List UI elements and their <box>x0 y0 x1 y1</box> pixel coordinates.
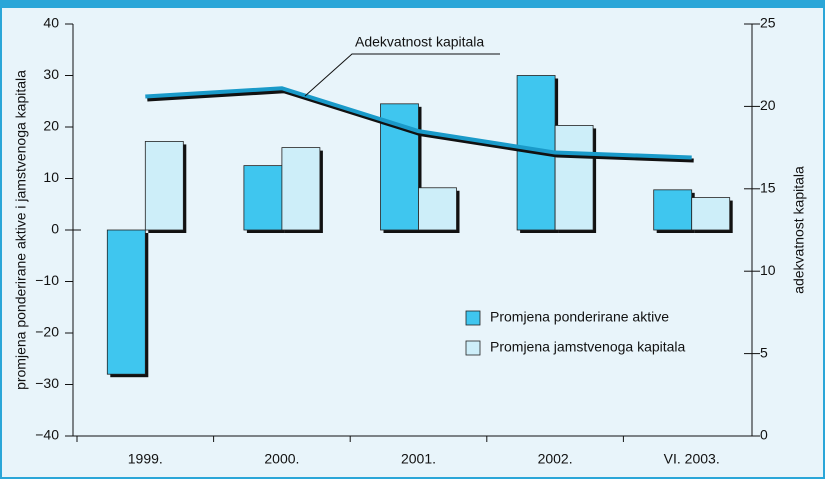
y2-tick-label: 20 <box>760 97 776 113</box>
y2-tick-label: 25 <box>760 15 776 31</box>
y-tick-label: 20 <box>43 118 59 134</box>
y-tick-label: 30 <box>43 66 59 82</box>
y2-tick-label: 15 <box>760 180 776 196</box>
legend-swatch <box>465 310 481 326</box>
y-tick-label: −30 <box>35 375 59 391</box>
bar <box>418 187 457 231</box>
bar <box>243 165 283 231</box>
y-tick-label: −40 <box>35 427 59 443</box>
y-tick-label: 0 <box>51 221 59 237</box>
y2-tick-label: 5 <box>760 344 768 360</box>
y-axis-label: promjena ponderirane aktive i jamstvenog… <box>13 70 29 390</box>
legend-swatch <box>465 340 481 356</box>
y2-axis-label: adekvatnost kapitala <box>791 166 807 294</box>
annotation-leader <box>304 53 500 97</box>
bar <box>691 197 731 231</box>
y-tick-label: 10 <box>43 169 59 185</box>
x-tick-label: 1999. <box>128 451 163 467</box>
bar <box>653 189 693 231</box>
header-band <box>0 0 825 8</box>
x-tick-label: VI. 2003. <box>664 451 720 467</box>
y2-tick-label: 10 <box>760 262 776 278</box>
line-shadow <box>147 89 694 163</box>
x-tick-label: 2001. <box>401 451 436 467</box>
y2-tick-label: 0 <box>760 427 768 443</box>
bar <box>106 229 146 375</box>
line <box>145 86 692 160</box>
y-tick-label: −10 <box>35 272 59 288</box>
legend-label: Promjena jamstvenoga kapitala <box>490 339 686 355</box>
y-tick-label: −20 <box>35 324 59 340</box>
bar <box>281 147 321 231</box>
legend-label: Promjena ponderirane aktive <box>490 309 669 325</box>
bar <box>554 125 594 231</box>
bar <box>144 141 184 231</box>
y-tick-label: 40 <box>43 15 59 31</box>
annotation: Adekvatnost kapitala <box>355 34 484 50</box>
x-tick-label: 2000. <box>264 451 299 467</box>
x-tick-label: 2002. <box>538 451 573 467</box>
